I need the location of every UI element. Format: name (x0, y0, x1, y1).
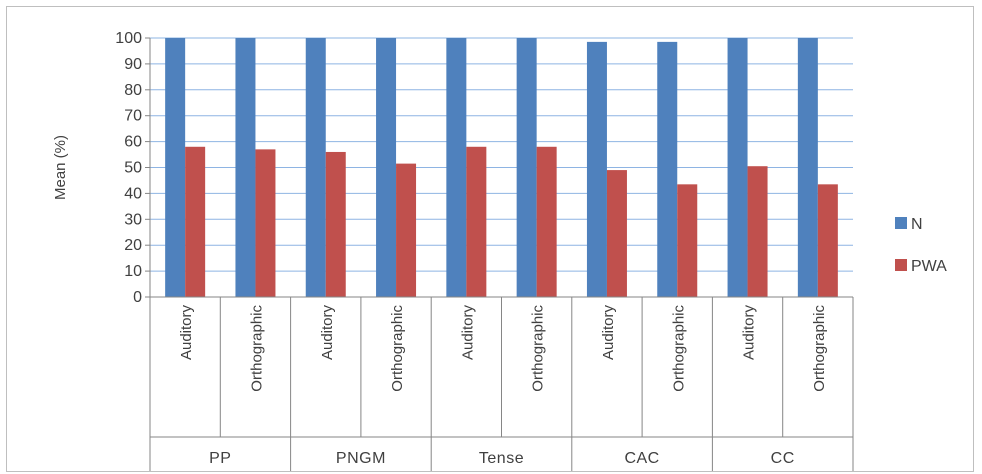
bar-pwa (255, 149, 276, 297)
y-tick-label: 10 (124, 263, 142, 280)
bar-n (727, 38, 748, 297)
y-tick-label: 60 (124, 134, 142, 151)
x-group-label: CAC (624, 450, 659, 467)
bar-n (586, 41, 607, 298)
bar-pwa (747, 166, 768, 297)
y-tick-label: 30 (124, 211, 142, 228)
x-group-label: PP (209, 450, 231, 467)
y-tick-label: 0 (133, 289, 142, 306)
x-subcategory-label: Auditory (741, 305, 758, 361)
bar-chart: 0 10 20 30 40 50 60 70 80 90 100 Auditory Orthograph… (52, 30, 947, 471)
x-group-label: CC (771, 450, 795, 467)
bar-pwa (396, 163, 417, 297)
bar-n (657, 41, 678, 298)
bar-pwa (466, 146, 487, 297)
bar-n (235, 38, 256, 297)
bar-n (376, 38, 397, 297)
bar-pwa (536, 146, 557, 297)
x-subcategory-label: Orthographic (530, 305, 547, 392)
x-subcategory-label: Orthographic (248, 305, 265, 392)
x-subcategory-label: Orthographic (670, 305, 687, 392)
y-tick-label: 70 (124, 108, 142, 125)
bar-n (165, 38, 186, 297)
legend-label-n: N (911, 216, 923, 233)
bar-pwa (677, 184, 698, 297)
x-group-label: PNGM (336, 450, 386, 467)
bar-pwa (325, 151, 346, 297)
y-tick-label: 40 (124, 185, 142, 202)
y-tick-label: 80 (124, 82, 142, 99)
bars (165, 38, 838, 298)
bar-pwa (606, 170, 627, 297)
y-tick-label: 20 (124, 237, 142, 254)
bar-n (516, 38, 537, 297)
bar-pwa (817, 184, 838, 297)
y-tick-label: 90 (124, 56, 142, 73)
bar-pwa (185, 146, 206, 297)
chart-frame: 0 10 20 30 40 50 60 70 80 90 100 Auditory Orthograph… (6, 6, 974, 472)
x-subcategory-label: Auditory (178, 305, 195, 361)
bar-n (305, 38, 326, 297)
x-subcategory-label: Orthographic (389, 305, 406, 392)
bar-n (797, 38, 818, 297)
bar-n (446, 38, 467, 297)
legend-label-pwa: PWA (911, 258, 947, 275)
x-subcategory-label: Auditory (319, 305, 336, 361)
x-subcategory-label: Auditory (600, 305, 617, 361)
x-subcategory-label: Auditory (459, 305, 476, 361)
y-tick-label: 50 (124, 160, 142, 177)
y-tick-label: 100 (115, 30, 142, 47)
legend: N PWA (895, 216, 947, 275)
legend-swatch-n (895, 217, 907, 229)
axes: 0 10 20 30 40 50 60 70 80 90 100 Auditory Orthograph… (115, 30, 854, 471)
legend-swatch-pwa (895, 259, 907, 271)
x-group-label: Tense (479, 450, 524, 467)
y-axis-title: Mean (%) (52, 135, 69, 200)
x-subcategory-label: Orthographic (811, 305, 828, 392)
